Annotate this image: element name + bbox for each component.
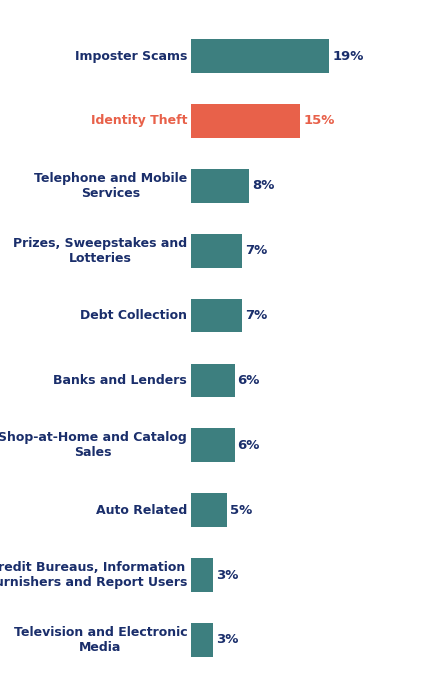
Text: 3%: 3% — [215, 569, 238, 582]
Text: Auto Related: Auto Related — [96, 504, 187, 516]
Text: 3%: 3% — [215, 633, 238, 647]
Text: 19%: 19% — [332, 49, 364, 63]
Text: 6%: 6% — [237, 438, 260, 452]
Text: Telephone and Mobile
Services: Telephone and Mobile Services — [34, 172, 187, 200]
Text: Credit Bureaus, Information
Furnishers and Report Users: Credit Bureaus, Information Furnishers a… — [0, 561, 187, 589]
Bar — [191, 429, 234, 462]
Text: Imposter Scams: Imposter Scams — [75, 49, 187, 63]
Text: Television and Electronic
Media: Television and Electronic Media — [14, 626, 187, 654]
Text: 7%: 7% — [245, 244, 267, 258]
Bar — [191, 234, 242, 267]
Bar — [191, 39, 329, 73]
Text: 7%: 7% — [245, 309, 267, 322]
Text: Identity Theft: Identity Theft — [91, 114, 187, 127]
Bar — [191, 623, 213, 657]
Text: Prizes, Sweepstakes and
Lotteries: Prizes, Sweepstakes and Lotteries — [13, 237, 187, 264]
Text: Debt Collection: Debt Collection — [80, 309, 187, 322]
Bar — [191, 558, 213, 592]
Bar — [191, 299, 242, 333]
Text: Shop-at-Home and Catalog
Sales: Shop-at-Home and Catalog Sales — [0, 432, 187, 459]
Text: 8%: 8% — [252, 180, 274, 192]
Text: Banks and Lenders: Banks and Lenders — [53, 374, 187, 387]
Bar — [191, 169, 249, 203]
Bar — [191, 104, 300, 138]
Bar — [191, 493, 227, 527]
Text: 6%: 6% — [237, 374, 260, 387]
Text: 15%: 15% — [303, 114, 335, 127]
Bar — [191, 363, 234, 397]
Text: 5%: 5% — [230, 504, 252, 516]
